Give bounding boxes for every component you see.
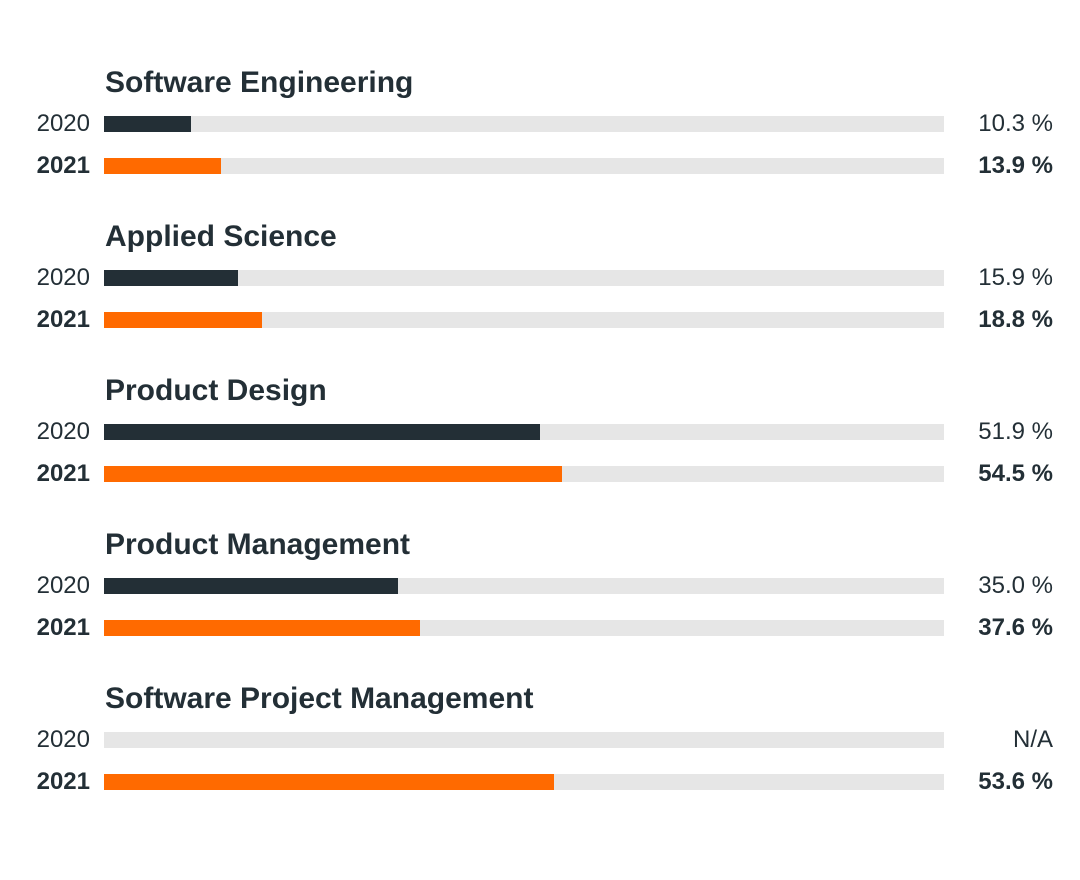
bar	[104, 620, 420, 636]
value-label: 10.3 %	[978, 110, 1053, 137]
category-group: Product Management 2020 35.0 % 2021 37.6 %	[0, 528, 1080, 660]
category-label: Product Management	[105, 528, 411, 561]
year-label: 2021	[36, 306, 90, 333]
year-label: 2020	[36, 418, 90, 445]
value-label: 54.5 %	[978, 460, 1053, 487]
category-label: Software Project Management	[105, 682, 534, 715]
year-label: 2021	[36, 460, 90, 487]
bar-row: 2021 18.8 %	[0, 303, 1080, 337]
bar-track	[104, 158, 944, 174]
bar-row: 2021 37.6 %	[0, 611, 1080, 645]
year-label: 2020	[36, 572, 90, 599]
bar	[104, 424, 540, 440]
year-label: 2020	[36, 110, 90, 137]
year-label: 2021	[36, 768, 90, 795]
bar-track	[104, 312, 944, 328]
bar-track	[104, 732, 944, 748]
bar-track	[104, 578, 944, 594]
value-label: N/A	[1012, 726, 1053, 753]
bar-row: 2020 51.9 %	[0, 415, 1080, 449]
category-label: Software Engineering	[105, 66, 414, 99]
bar-row: 2020 15.9 %	[0, 261, 1080, 295]
bar	[104, 116, 191, 132]
year-label: 2020	[36, 726, 90, 753]
bar	[104, 774, 554, 790]
bar	[104, 466, 562, 482]
bar-track	[104, 116, 944, 132]
year-label: 2021	[36, 614, 90, 641]
bar-track	[104, 424, 944, 440]
category-group: Software Engineering 2020 10.3 % 2021 13.9 %	[0, 66, 1080, 198]
bar-track	[104, 466, 944, 482]
bar-track	[104, 774, 944, 790]
category-group: Software Project Management 2020 N/A 2021 53…	[0, 682, 1080, 814]
bar-row: 2021 54.5 %	[0, 457, 1080, 491]
category-label: Product Design	[105, 374, 327, 407]
bar-track	[104, 620, 944, 636]
value-label: 37.6 %	[978, 614, 1053, 641]
value-label: 51.9 %	[978, 418, 1053, 445]
bar	[104, 578, 398, 594]
value-label: 15.9 %	[978, 264, 1053, 291]
year-label: 2020	[36, 264, 90, 291]
value-label: 35.0 %	[978, 572, 1053, 599]
bar-row: 2020 10.3 %	[0, 107, 1080, 141]
value-label: 18.8 %	[978, 306, 1053, 333]
bar	[104, 158, 221, 174]
bar-row: 2021 53.6 %	[0, 765, 1080, 799]
bar-row: 2021 13.9 %	[0, 149, 1080, 183]
value-label: 53.6 %	[978, 768, 1053, 795]
bar-track	[104, 270, 944, 286]
value-label: 13.9 %	[978, 152, 1053, 179]
category-group: Applied Science 2020 15.9 % 2021 18.8 %	[0, 220, 1080, 352]
category-group: Product Design 2020 51.9 % 2021 54.5 %	[0, 374, 1080, 506]
bar	[104, 312, 262, 328]
bar-row: 2020 N/A	[0, 723, 1080, 757]
bar-row: 2020 35.0 %	[0, 569, 1080, 603]
bar	[104, 270, 238, 286]
year-label: 2021	[36, 152, 90, 179]
category-label: Applied Science	[105, 220, 337, 253]
